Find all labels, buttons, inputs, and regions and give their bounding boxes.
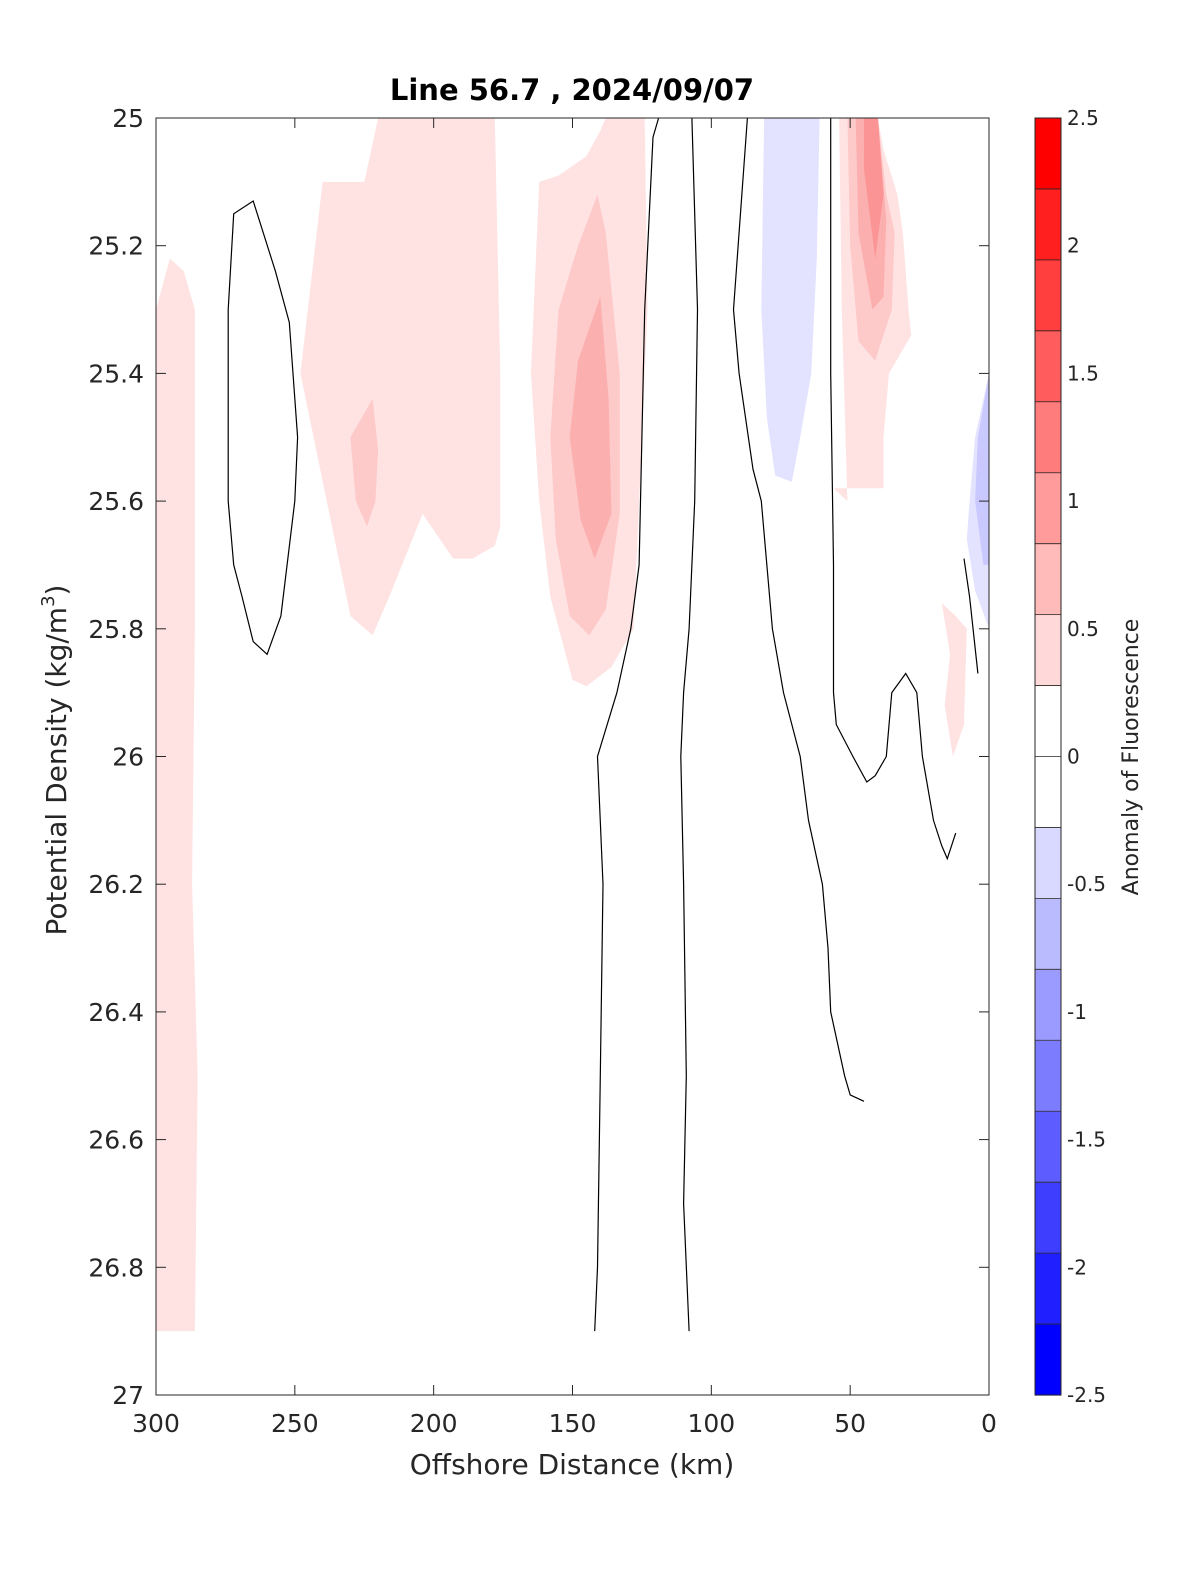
contour-fill-6 bbox=[761, 118, 820, 482]
colorbar-segment bbox=[1035, 1253, 1061, 1325]
colorbar-tick-label: 1 bbox=[1067, 489, 1080, 513]
colorbar-segment bbox=[1035, 1324, 1061, 1396]
colorbar-tick-label: -2.5 bbox=[1067, 1383, 1106, 1407]
y-tick-label: 26.6 bbox=[88, 1126, 144, 1155]
colorbar-tick-label: 1.5 bbox=[1067, 361, 1099, 385]
contour-fill-10 bbox=[864, 118, 884, 259]
contour-line-3 bbox=[732, 117, 865, 1102]
colorbar-segment bbox=[1035, 1111, 1061, 1183]
colorbar-tick-label: -1.5 bbox=[1067, 1128, 1106, 1152]
x-axis-label: Offshore Distance (km) bbox=[410, 1448, 735, 1481]
colorbar-tick-label: 0 bbox=[1067, 745, 1080, 769]
colorbar-segment bbox=[1035, 898, 1061, 970]
colorbar-segment bbox=[1035, 969, 1061, 1041]
contour-fill-1 bbox=[300, 118, 501, 636]
y-tick-label: 26.2 bbox=[88, 870, 144, 899]
colorbar-segment bbox=[1035, 472, 1061, 545]
y-tick-label: 26.4 bbox=[88, 998, 144, 1027]
colorbar-segment bbox=[1035, 827, 1061, 899]
x-tick-label: 0 bbox=[981, 1409, 997, 1438]
contour-fill-11 bbox=[941, 603, 967, 757]
contour-lines bbox=[227, 117, 979, 1332]
x-tick-label: 50 bbox=[834, 1409, 866, 1438]
colorbar-segment bbox=[1035, 1040, 1061, 1112]
colorbar-tick-label: -2 bbox=[1067, 1255, 1087, 1279]
y-axis: 25 25.2 25.4 25.6 25.8 26 26.2 26.4 26.6 26.8 27 bbox=[88, 104, 989, 1410]
x-tick-label: 300 bbox=[132, 1409, 180, 1438]
y-tick-label: 26 bbox=[112, 743, 144, 772]
x-tick-label: 250 bbox=[271, 1409, 319, 1438]
y-axis-label-main: Potential Density (kg/m bbox=[40, 607, 73, 936]
colorbar-segment bbox=[1035, 330, 1061, 403]
colorbar-segment bbox=[1035, 685, 1061, 758]
contour-line-0 bbox=[227, 200, 299, 656]
y-tick-label: 25.8 bbox=[88, 615, 144, 644]
contour-fill-5 bbox=[569, 296, 612, 559]
colorbar-segment bbox=[1035, 118, 1061, 190]
y-tick-label: 25.4 bbox=[88, 359, 144, 388]
colorbar-tick-label: 2 bbox=[1067, 234, 1080, 258]
contour-line-1 bbox=[594, 117, 660, 1332]
y-axis-label: Potential Density (kg/m3) bbox=[38, 585, 73, 936]
filled-contours bbox=[156, 118, 989, 1332]
contour-fill-0 bbox=[156, 258, 198, 1332]
x-tick-label: 150 bbox=[549, 1409, 597, 1438]
colorbar-tick-label: -1 bbox=[1067, 1000, 1087, 1024]
x-tick-label: 100 bbox=[687, 1409, 735, 1438]
contour-fill-13 bbox=[975, 373, 989, 565]
colorbar-tick-label: 0.5 bbox=[1067, 617, 1099, 641]
y-axis-label-tail: ) bbox=[40, 585, 73, 596]
y-tick-label: 25.2 bbox=[88, 232, 144, 261]
contour-fill-2 bbox=[350, 398, 379, 527]
contour-line-5 bbox=[963, 558, 979, 674]
colorbar-tick-label: 2.5 bbox=[1067, 106, 1099, 130]
y-tick-label: 25 bbox=[112, 104, 144, 133]
chart-title: Line 56.7 , 2024/09/07 bbox=[390, 73, 754, 107]
colorbar-segment bbox=[1035, 188, 1061, 261]
x-axis: 300 250 200 150 100 50 0 bbox=[132, 118, 997, 1438]
colorbar-segment bbox=[1035, 259, 1061, 332]
colorbar-tick-label: -0.5 bbox=[1067, 872, 1106, 896]
colorbar-label: Anomaly of Fluorescence bbox=[1119, 619, 1144, 896]
colorbar-segment bbox=[1035, 543, 1061, 616]
y-tick-label: 26.8 bbox=[88, 1253, 144, 1282]
x-tick-label: 200 bbox=[410, 1409, 458, 1438]
colorbar-frame bbox=[1034, 117, 1062, 1396]
colorbar-segment bbox=[1035, 756, 1061, 829]
y-axis-label-sup: 3 bbox=[38, 595, 59, 606]
y-tick-label: 25.6 bbox=[88, 487, 144, 516]
colorbar-segment bbox=[1035, 401, 1061, 474]
contour-line-2 bbox=[680, 117, 699, 1332]
contour-line-4 bbox=[830, 118, 957, 861]
colorbar-segment bbox=[1035, 1182, 1061, 1254]
y-tick-label: 27 bbox=[112, 1381, 144, 1410]
colorbar-segment bbox=[1035, 614, 1061, 687]
colorbar: 2.5 2 1.5 1 0.5 0 -0.5 -1 -1.5 -2 -2.5 bbox=[1034, 106, 1106, 1407]
